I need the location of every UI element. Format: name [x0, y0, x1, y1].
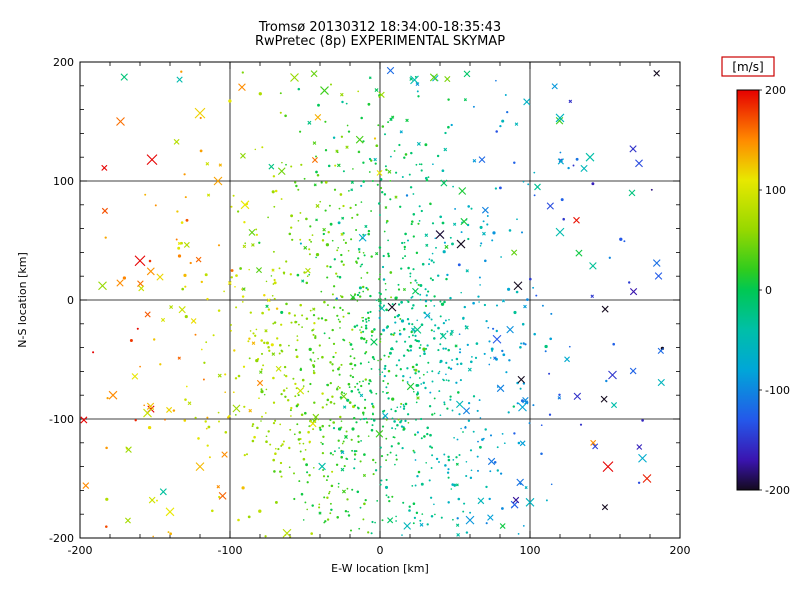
axis-ticks [80, 62, 680, 538]
x-tick-label: -200 [68, 544, 93, 557]
y-tick-label: -200 [49, 532, 74, 545]
y-tick-label: -100 [49, 413, 74, 426]
colorbar-tick-label: -200 [765, 484, 790, 497]
y-tick-labels: -200 -100 0 100 200 [49, 56, 74, 545]
x-tick-labels: -200 -100 0 100 200 [68, 544, 691, 557]
chart-title: Tromsø 20130312 18:34:00-18:35:43 [258, 20, 501, 35]
scatter-points [80, 66, 665, 538]
y-tick-label: 200 [53, 56, 74, 69]
x-tick-label: 0 [377, 544, 384, 557]
colorbar-tick-label: 0 [765, 284, 772, 297]
colorbar-label-box [721, 56, 775, 77]
colorbar-tick-labels: 200 100 0 -100 -200 [759, 84, 790, 497]
y-axis-label: N-S location [km] [16, 252, 29, 348]
colorbar-label: [m/s] [732, 60, 763, 74]
colorbar-tick-label: 100 [765, 184, 786, 197]
colorbar-tick-label: -100 [765, 384, 790, 397]
chart-subtitle: RwPretec (8p) EXPERIMENTAL SKYMAP [255, 34, 505, 49]
y-tick-label: 0 [67, 294, 74, 307]
x-tick-label: 200 [670, 544, 691, 557]
colorbar-bar [736, 89, 760, 491]
x-axis-label: E-W location [km] [331, 562, 429, 575]
y-tick-label: 100 [53, 175, 74, 188]
colorbar-tick-label: 200 [765, 84, 786, 97]
colorbar: [m/s] 200 100 0 -100 -200 [721, 56, 790, 497]
x-tick-label: 100 [520, 544, 541, 557]
x-tick-label: -100 [218, 544, 243, 557]
